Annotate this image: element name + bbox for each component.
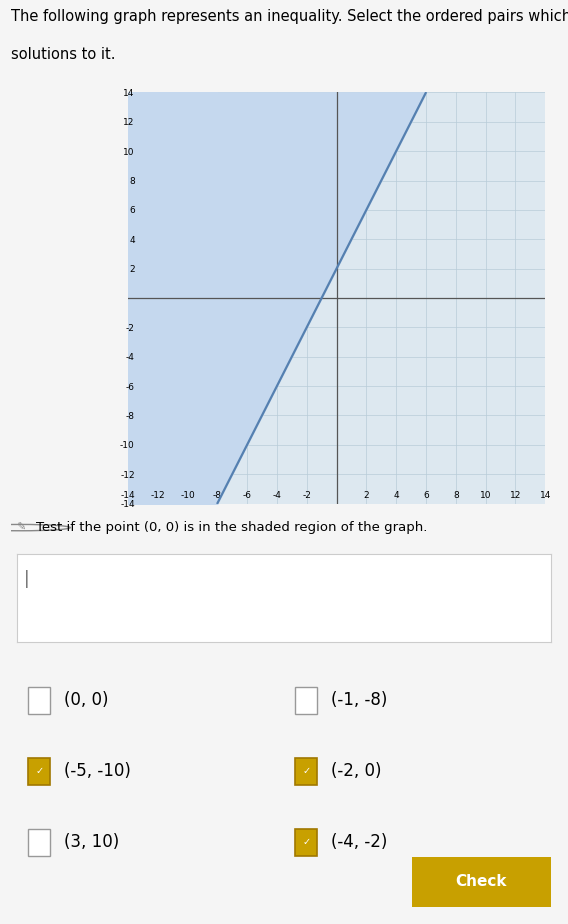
Text: (0, 0): (0, 0) (64, 691, 108, 710)
Text: ✓: ✓ (302, 837, 310, 847)
Text: solutions to it.: solutions to it. (11, 47, 116, 62)
Text: Check: Check (456, 874, 507, 890)
Bar (28, 758, 50, 785)
Text: Test if the point (0, 0) is in the shaded region of the graph.: Test if the point (0, 0) is in the shade… (36, 521, 427, 534)
Text: (-1, -8): (-1, -8) (331, 691, 387, 710)
Text: The following graph represents an inequality. Select the ordered pairs which are: The following graph represents an inequa… (11, 9, 568, 24)
Text: ✓: ✓ (35, 766, 43, 776)
Text: ✓: ✓ (302, 766, 310, 776)
Text: ✎: ✎ (16, 523, 26, 532)
Bar (295, 687, 317, 714)
Bar (28, 687, 50, 714)
Text: (-4, -2): (-4, -2) (331, 833, 387, 851)
Text: (3, 10): (3, 10) (64, 833, 119, 851)
Text: |: | (23, 570, 29, 589)
Bar (295, 758, 317, 785)
Bar (28, 829, 50, 856)
Bar (295, 829, 317, 856)
Text: (-2, 0): (-2, 0) (331, 762, 382, 781)
Text: (-5, -10): (-5, -10) (64, 762, 131, 781)
